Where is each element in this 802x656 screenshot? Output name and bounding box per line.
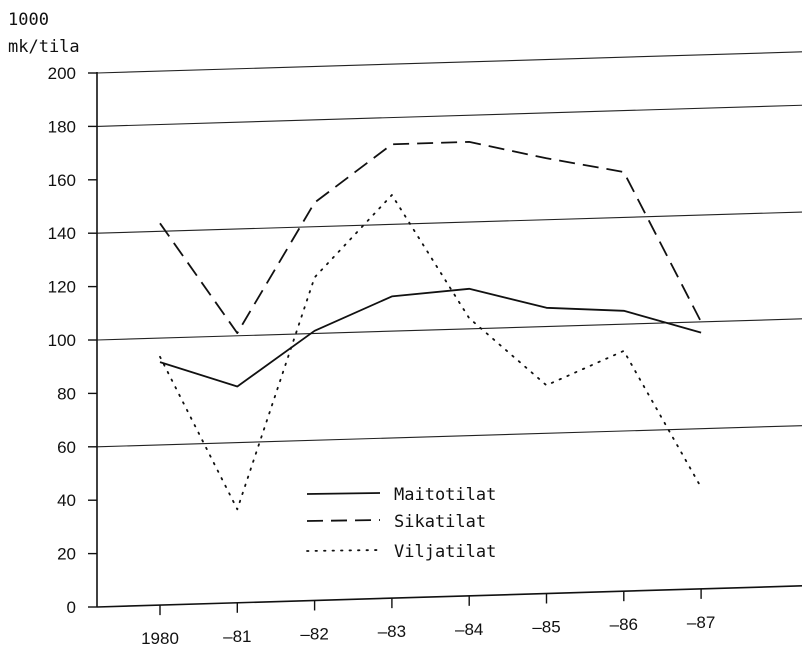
- x-tick-label: 1980: [141, 629, 179, 648]
- x-tick-label: –81: [223, 627, 251, 646]
- legend-label-viljatilat: Viljatilat: [394, 542, 496, 562]
- gridlines: [96, 51, 802, 448]
- series-line-viljatilat: [159, 194, 702, 511]
- series-line-sikatilat: [159, 140, 702, 335]
- y-tick-label: 80: [57, 384, 76, 403]
- gridline-180: [96, 104, 802, 127]
- x-axis-line: [96, 585, 802, 608]
- x-tick-label: –86: [610, 615, 638, 634]
- y-tick-label: 20: [57, 545, 76, 564]
- gridline-200: [96, 51, 802, 74]
- gridline-100: [96, 318, 802, 341]
- y-tick-label: 200: [48, 64, 76, 83]
- y-tick-label: 120: [48, 278, 76, 297]
- legend-label-maitotilat: Maitotilat: [394, 485, 496, 505]
- y-tick-label: 40: [57, 491, 76, 510]
- y-tick-label: 140: [48, 224, 76, 243]
- x-tick-label: –84: [455, 620, 483, 639]
- y-axis-label: 1000 mk/tila: [8, 10, 80, 57]
- x-tick-label: –83: [378, 622, 406, 641]
- legend-swatch-sikatilat: [306, 519, 381, 522]
- legend: Maitotilat Sikatilat Viljatilat: [306, 485, 496, 562]
- y-tick-label: 100: [48, 331, 76, 350]
- gridline-140: [96, 211, 802, 234]
- y-tick-label: 180: [48, 117, 76, 136]
- series-line-maitotilat: [159, 287, 702, 388]
- series-lines: [159, 140, 702, 511]
- y-tick-label: 160: [48, 171, 76, 190]
- y-axis-label-line-1: 1000: [8, 10, 49, 30]
- x-tick-label: –82: [300, 624, 328, 643]
- x-tick-label: –87: [687, 613, 715, 632]
- x-axis-ticks: 1980 –81 –82 –83 –84 –85 –86 –87: [141, 588, 715, 648]
- legend-label-sikatilat: Sikatilat: [394, 512, 486, 532]
- y-tick-label: 0: [67, 598, 76, 617]
- legend-swatch-viljatilat: [306, 549, 381, 552]
- x-tick-label: –85: [532, 618, 560, 637]
- y-axis-label-line-2: mk/tila: [8, 37, 80, 57]
- y-tick-label: 60: [57, 438, 76, 457]
- gridline-60: [96, 425, 802, 448]
- legend-swatch-maitotilat: [306, 492, 381, 495]
- y-axis-ticks: 0 20 40 60 80 100 120 140 160 180 200: [48, 64, 97, 617]
